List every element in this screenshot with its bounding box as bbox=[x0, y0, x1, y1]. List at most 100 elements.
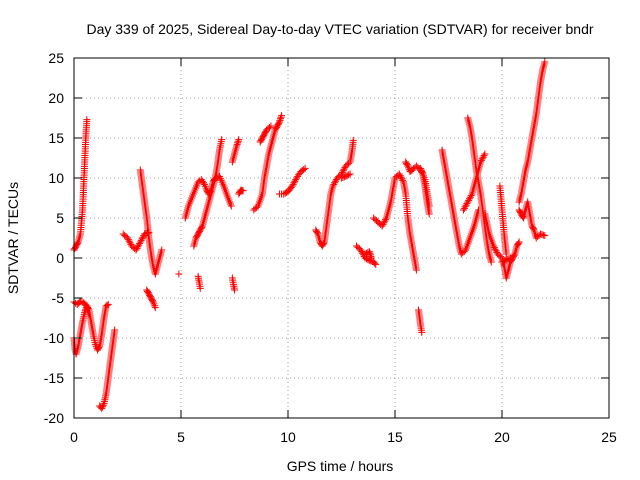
data-point bbox=[338, 168, 346, 176]
data-point bbox=[265, 123, 273, 131]
data-point bbox=[137, 236, 145, 244]
data-point bbox=[371, 259, 379, 267]
data-point bbox=[85, 310, 93, 318]
x-axis-label: GPS time / hours bbox=[287, 458, 394, 474]
data-point bbox=[345, 159, 353, 167]
data-point bbox=[320, 239, 328, 247]
data-point bbox=[529, 225, 537, 233]
data-point bbox=[133, 244, 141, 252]
data-point bbox=[213, 173, 221, 181]
y-axis-label: SDTVAR / TECUs bbox=[5, 182, 21, 294]
data-point bbox=[501, 256, 509, 264]
data-point bbox=[206, 187, 214, 195]
data-point bbox=[349, 136, 357, 144]
y-tick-label: 25 bbox=[48, 50, 64, 66]
data-point bbox=[277, 113, 285, 121]
data-point bbox=[372, 260, 380, 268]
data-point bbox=[158, 246, 166, 254]
data-point bbox=[329, 182, 337, 190]
y-tick-label: -20 bbox=[44, 410, 64, 426]
data-point bbox=[124, 236, 132, 244]
data-point bbox=[425, 202, 433, 210]
data-point bbox=[514, 239, 522, 247]
data-point bbox=[281, 189, 289, 197]
data-point bbox=[290, 179, 298, 187]
data-point bbox=[502, 256, 510, 264]
data-point bbox=[367, 254, 375, 262]
data-point bbox=[382, 216, 390, 224]
data-point bbox=[418, 328, 426, 336]
data-point bbox=[504, 255, 512, 263]
data-point bbox=[465, 196, 473, 204]
data-point bbox=[396, 172, 404, 180]
data-point bbox=[480, 152, 488, 160]
data-point bbox=[505, 255, 513, 263]
data-point bbox=[361, 250, 369, 258]
y-tick-label: -5 bbox=[52, 290, 65, 306]
data-point bbox=[460, 204, 468, 212]
x-tick-label: 5 bbox=[177, 429, 185, 445]
data-point bbox=[331, 179, 339, 187]
data-point bbox=[111, 326, 119, 334]
data-point bbox=[99, 401, 107, 409]
data-point bbox=[463, 200, 471, 208]
data-point bbox=[330, 180, 338, 188]
data-point bbox=[124, 234, 131, 242]
data-point bbox=[365, 248, 373, 256]
data-point bbox=[339, 167, 347, 175]
y-tick-label: 5 bbox=[56, 210, 64, 226]
data-point bbox=[135, 241, 143, 249]
data-point bbox=[74, 239, 82, 247]
data-point bbox=[231, 286, 238, 294]
x-tick-label: 0 bbox=[70, 429, 78, 445]
data-point bbox=[83, 116, 91, 124]
data-point bbox=[395, 170, 403, 178]
data-point bbox=[135, 240, 143, 248]
data-point bbox=[236, 187, 244, 195]
data-point bbox=[399, 176, 407, 184]
data-point bbox=[301, 164, 309, 172]
plot-frame bbox=[73, 57, 610, 419]
data-point bbox=[462, 201, 470, 209]
data-point bbox=[175, 270, 183, 278]
data-point bbox=[267, 122, 275, 130]
axis-ticks: 0 5 10 15 20 25 -20 -15 -10 -5 0 5 10 15 20 25 bbox=[44, 50, 617, 445]
data-point bbox=[491, 245, 499, 253]
data-point bbox=[466, 193, 474, 201]
data-point bbox=[541, 58, 549, 66]
data-point bbox=[276, 116, 284, 124]
chart-title: Day 339 of 2025, Sidereal Day-to-day VTE… bbox=[86, 21, 593, 37]
data-point bbox=[233, 140, 241, 148]
data-point bbox=[379, 220, 387, 228]
data-point bbox=[151, 304, 159, 312]
data-point bbox=[103, 301, 111, 309]
data-point bbox=[461, 203, 469, 211]
data-point bbox=[490, 244, 498, 252]
data-point bbox=[275, 119, 283, 127]
data-point bbox=[489, 242, 497, 250]
data-point bbox=[95, 343, 103, 351]
data-point bbox=[340, 173, 348, 181]
y-tick-label: 0 bbox=[56, 250, 64, 266]
data-point bbox=[339, 173, 347, 181]
data-point bbox=[126, 239, 134, 247]
data-point bbox=[510, 251, 518, 259]
data-point bbox=[465, 195, 473, 203]
data-point bbox=[313, 229, 321, 237]
y-tick-label: -10 bbox=[44, 330, 64, 346]
data-point bbox=[275, 118, 283, 126]
data-point bbox=[343, 172, 351, 180]
data-point bbox=[300, 165, 308, 173]
data-point bbox=[139, 233, 147, 241]
data-point bbox=[481, 150, 489, 158]
data-point bbox=[539, 231, 547, 239]
data-point bbox=[477, 156, 485, 164]
data-point bbox=[397, 173, 405, 181]
data-point bbox=[125, 237, 133, 245]
data-point bbox=[403, 161, 411, 169]
data-point bbox=[234, 139, 242, 147]
data-point bbox=[148, 297, 156, 305]
data-point bbox=[537, 230, 545, 238]
data-point bbox=[357, 246, 365, 254]
